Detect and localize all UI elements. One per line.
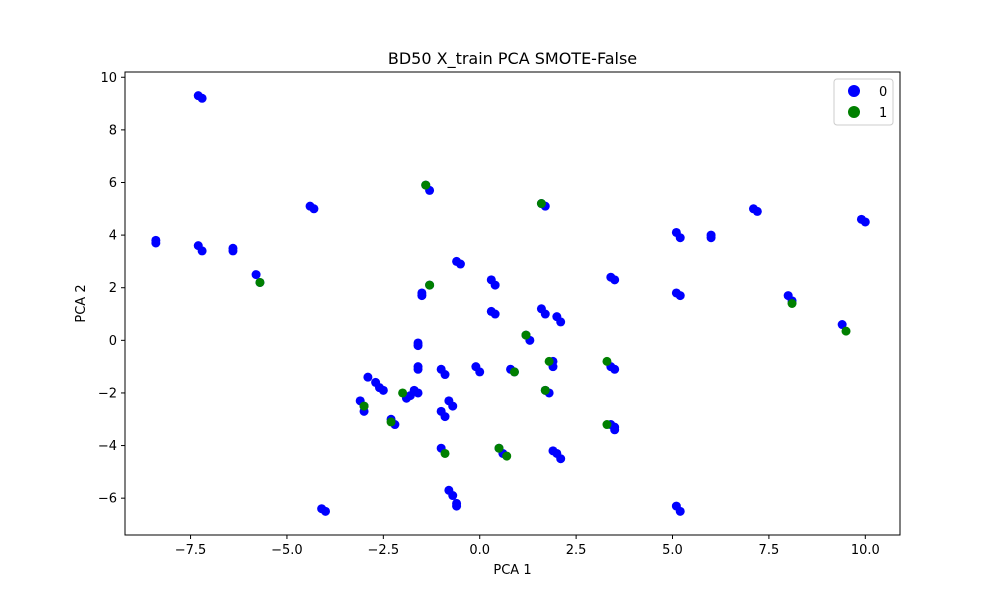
data-point-series-0 [452, 501, 462, 511]
x-tick-label: 2.5 [566, 543, 587, 558]
y-tick-label: 2 [109, 281, 117, 296]
data-point-series-0 [197, 246, 207, 256]
data-point-series-1 [536, 199, 546, 209]
data-point-series-0 [151, 238, 161, 248]
data-point-series-0 [228, 246, 238, 256]
data-point-series-1 [521, 330, 531, 340]
y-axis: −6 −4 −2 0 2 4 6 8 10 [98, 71, 125, 507]
data-point-series-0 [320, 506, 330, 516]
data-point-series-0 [752, 206, 762, 216]
y-tick-label: −4 [98, 439, 117, 454]
points-layer [151, 91, 870, 516]
y-tick-label: 0 [109, 334, 117, 349]
data-point-series-1 [602, 356, 612, 366]
data-point-series-1 [540, 385, 550, 395]
data-point-series-0 [448, 491, 458, 501]
data-point-series-0 [475, 367, 485, 377]
data-point-series-1 [494, 443, 504, 453]
data-point-series-0 [860, 217, 870, 227]
data-point-series-1 [544, 356, 554, 366]
y-tick-label: 8 [109, 123, 117, 138]
data-point-series-0 [363, 372, 373, 382]
data-point-series-0 [417, 291, 427, 301]
data-point-series-0 [675, 506, 685, 516]
x-tick-label: −5.0 [271, 543, 303, 558]
data-point-series-0 [455, 259, 465, 269]
data-point-series-1 [502, 451, 512, 461]
y-tick-label: −6 [98, 492, 117, 507]
data-point-series-0 [556, 454, 566, 464]
data-point-series-0 [540, 309, 550, 319]
data-point-series-0 [706, 233, 716, 243]
data-point-series-1 [398, 388, 408, 398]
data-point-series-0 [251, 270, 261, 280]
data-point-series-0 [197, 93, 207, 103]
x-tick-label: −7.5 [175, 543, 207, 558]
data-point-series-0 [490, 309, 500, 319]
data-point-series-0 [610, 275, 620, 285]
data-point-series-1 [787, 299, 797, 308]
data-point-series-0 [675, 291, 685, 301]
data-point-series-0 [309, 204, 319, 214]
x-tick-label: 0.0 [469, 543, 490, 558]
data-point-series-1 [386, 417, 396, 427]
data-point-series-0 [610, 425, 620, 435]
y-tick-label: 10 [100, 71, 117, 86]
x-tick-label: 5.0 [662, 543, 683, 558]
x-tick-label: −2.5 [368, 543, 400, 558]
x-tick-label: 7.5 [759, 543, 780, 558]
y-tick-label: 4 [109, 229, 117, 244]
data-point-series-0 [440, 370, 450, 380]
legend: 0 1 [833, 78, 894, 126]
plot-frame [124, 71, 901, 536]
data-point-series-0 [556, 317, 566, 327]
data-point-series-0 [413, 388, 423, 398]
data-point-series-1 [841, 326, 851, 336]
data-point-series-1 [255, 277, 265, 287]
legend-label-0: 0 [879, 85, 887, 100]
data-point-series-0 [378, 385, 388, 395]
data-point-series-0 [837, 320, 847, 330]
data-point-series-1 [421, 180, 431, 190]
y-tick-label: 6 [109, 176, 117, 191]
chart-title: BD50 X_train PCA SMOTE-False [388, 49, 637, 69]
data-point-series-0 [490, 280, 500, 290]
y-tick-label: −2 [98, 386, 117, 401]
data-point-series-0 [675, 233, 685, 243]
data-point-series-1 [359, 401, 369, 411]
legend-marker-0 [848, 85, 860, 97]
data-point-series-1 [425, 280, 435, 290]
legend-label-1: 1 [879, 106, 887, 121]
data-point-series-1 [602, 420, 612, 430]
x-axis-label: PCA 1 [493, 563, 531, 578]
data-point-series-1 [509, 367, 519, 377]
x-tick-label: 10.0 [851, 543, 880, 558]
y-axis-label: PCA 2 [74, 284, 89, 322]
data-point-series-0 [413, 364, 423, 374]
legend-marker-1 [848, 106, 860, 118]
data-point-series-0 [440, 412, 450, 422]
data-point-series-0 [413, 341, 423, 351]
x-axis: −7.5 −5.0 −2.5 0.0 2.5 5.0 7.5 10.0 [175, 535, 880, 558]
data-point-series-1 [440, 448, 450, 458]
data-point-series-0 [448, 401, 458, 411]
